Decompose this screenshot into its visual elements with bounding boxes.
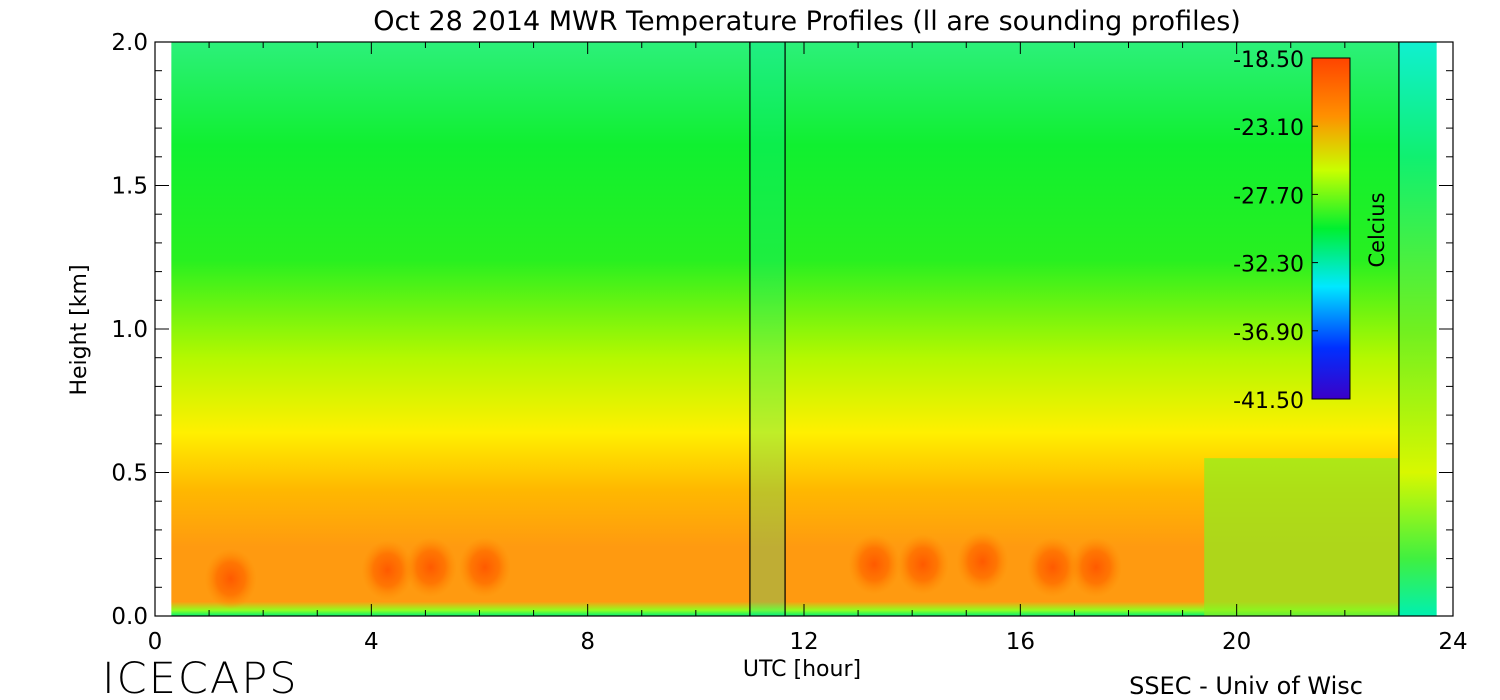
x-tick-label: 0 [148, 629, 163, 655]
warm-cores [204, 531, 1123, 609]
warm-core [1026, 537, 1079, 598]
chart-title: Oct 28 2014 MWR Temperature Profiles (ll… [373, 6, 1241, 37]
colorbar-tick-label: -23.10 [1233, 116, 1304, 141]
y-tick-label: 2.0 [111, 30, 148, 56]
x-tick-label: 24 [1438, 629, 1467, 655]
axes: 0 4 8 12 16 20 24 0.0 0.5 1.0 1.5 2.0 [111, 30, 1467, 655]
y-tick-label: 1.5 [111, 174, 148, 200]
colorbar-ticks: -18.50 -23.10 -27.70 -32.30 -36.90 -41.50 [1233, 48, 1318, 414]
field-cooling [1204, 458, 1399, 616]
warm-core [361, 540, 414, 601]
warm-core [956, 531, 1009, 592]
colorbar-label: Celcius [1365, 192, 1389, 267]
warm-core [896, 534, 949, 595]
sounding-profile-lines [749, 42, 1400, 616]
x-axis-label: UTC [hour] [743, 657, 861, 682]
warm-core [404, 537, 457, 598]
colorbar [1311, 57, 1351, 400]
warm-core [458, 537, 511, 598]
x-tick-label: 20 [1222, 629, 1251, 655]
colorbar-tick-label: -18.50 [1233, 48, 1304, 73]
x-tick-label: 4 [364, 629, 379, 655]
colorbar-tick-label: -32.30 [1233, 253, 1304, 278]
y-tick-label: 1.0 [111, 317, 148, 343]
colorbar-tick-label: -27.70 [1233, 184, 1304, 209]
warm-core [204, 548, 257, 609]
icecaps-logo-text: ICECAPS [102, 654, 299, 700]
x-tick-label: 8 [580, 629, 595, 655]
y-tick-label: 0.0 [111, 604, 148, 630]
y-tick-label: 0.5 [111, 461, 148, 487]
field-tail [1398, 42, 1437, 616]
field-gap [749, 42, 786, 616]
warm-core [1070, 537, 1123, 598]
y-axis-label: Height [km] [67, 264, 92, 395]
colorbar-tick-label: -36.90 [1233, 321, 1304, 346]
colorbar-tick-label: -41.50 [1233, 389, 1304, 414]
x-tick-label: 16 [1006, 629, 1035, 655]
x-tick-label: 12 [789, 629, 818, 655]
ssec-credit: SSEC - Univ of Wisc [1129, 672, 1363, 700]
warm-core [848, 534, 901, 595]
